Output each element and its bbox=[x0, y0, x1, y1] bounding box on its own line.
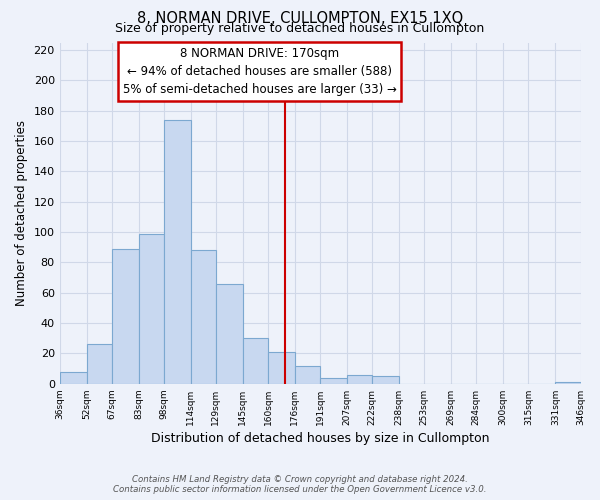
X-axis label: Distribution of detached houses by size in Cullompton: Distribution of detached houses by size … bbox=[151, 432, 490, 445]
Y-axis label: Number of detached properties: Number of detached properties bbox=[15, 120, 28, 306]
Text: 8 NORMAN DRIVE: 170sqm
← 94% of detached houses are smaller (588)
5% of semi-det: 8 NORMAN DRIVE: 170sqm ← 94% of detached… bbox=[122, 47, 397, 96]
Bar bbox=[112, 249, 139, 384]
Bar bbox=[59, 372, 86, 384]
Bar bbox=[139, 234, 164, 384]
Bar bbox=[243, 338, 268, 384]
Bar bbox=[216, 284, 243, 384]
Bar bbox=[164, 120, 191, 384]
Bar bbox=[86, 344, 112, 384]
Bar bbox=[372, 376, 399, 384]
Bar bbox=[295, 366, 320, 384]
Text: 8, NORMAN DRIVE, CULLOMPTON, EX15 1XQ: 8, NORMAN DRIVE, CULLOMPTON, EX15 1XQ bbox=[137, 11, 463, 26]
Bar bbox=[347, 374, 372, 384]
Bar bbox=[555, 382, 581, 384]
Text: Size of property relative to detached houses in Cullompton: Size of property relative to detached ho… bbox=[115, 22, 485, 35]
Bar bbox=[191, 250, 216, 384]
Text: Contains HM Land Registry data © Crown copyright and database right 2024.
Contai: Contains HM Land Registry data © Crown c… bbox=[113, 474, 487, 494]
Bar bbox=[268, 352, 295, 384]
Bar bbox=[320, 378, 347, 384]
